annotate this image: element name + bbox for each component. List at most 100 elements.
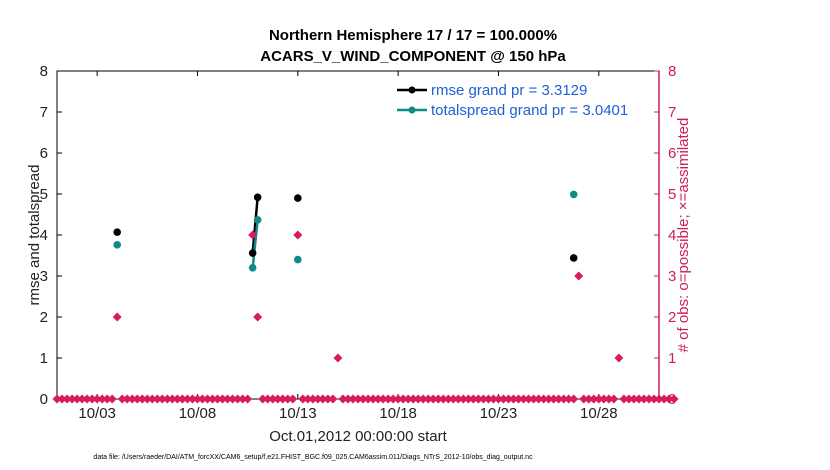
obs-count-marker (509, 394, 519, 404)
y-tick-label: 3 (40, 268, 48, 285)
obs-count-marker (609, 394, 619, 404)
obs-count-marker (659, 394, 669, 404)
obs-count-marker (187, 394, 197, 404)
obs-count-marker (644, 394, 654, 404)
obs-count-marker (258, 394, 268, 404)
obs-count-marker (152, 394, 162, 404)
obs-count-marker (283, 394, 293, 404)
x-axis-label: Oct.01,2012 00:00:00 start (269, 428, 447, 445)
obs-count-marker (398, 394, 408, 404)
obs-count-marker (549, 394, 559, 404)
obs-count-marker (539, 394, 549, 404)
obs-count-marker (654, 394, 664, 404)
y-tick-label: 2 (40, 309, 48, 326)
obs-count-marker (504, 394, 513, 404)
obs-count-marker (92, 394, 102, 404)
y-tick-label: 1 (40, 350, 48, 367)
obs-count-marker (293, 230, 303, 240)
obs-count-marker (428, 394, 438, 404)
obs-count-marker (107, 394, 117, 404)
obs-count-marker (233, 394, 243, 404)
legend-totalspread-marker (408, 106, 416, 114)
obs-count-marker (298, 394, 308, 404)
obs-count-marker (213, 394, 223, 404)
y-right-tick-label: 3 (668, 268, 676, 285)
obs-count-marker (127, 394, 137, 404)
obs-count-marker (529, 394, 539, 404)
obs-count-marker (519, 394, 529, 404)
obs-count-marker (117, 394, 127, 404)
obs-count-marker (142, 394, 152, 404)
obs-count-marker (268, 394, 278, 404)
obs-count-marker (278, 394, 288, 404)
rmse-point (113, 228, 121, 236)
legend-rmse-marker (408, 86, 416, 94)
totalspread-point (294, 255, 302, 264)
totalspread-line-segment (251, 219, 259, 268)
obs-count-marker (197, 394, 207, 404)
obs-count-marker (569, 394, 579, 404)
obs-count-marker (263, 394, 273, 404)
obs-count-marker (248, 230, 258, 240)
obs-count-marker (514, 394, 524, 404)
obs-count-marker (463, 394, 473, 404)
obs-count-marker (629, 394, 639, 404)
chart-subtitle: ACARS_V_WIND_COMPONENT @ 150 hPa (260, 48, 566, 65)
obs-count-marker (223, 394, 233, 404)
obs-count-marker (333, 353, 343, 363)
rmse-line-segment (251, 197, 259, 254)
obs-count-marker (524, 394, 534, 404)
obs-count-marker (57, 394, 67, 404)
obs-count-marker (303, 394, 313, 404)
obs-count-marker (559, 394, 569, 404)
y-tick-label: 8 (40, 63, 48, 80)
obs-count-marker (132, 394, 142, 404)
obs-count-marker (564, 394, 574, 404)
obs-count-marker (473, 394, 483, 404)
obs-count-marker (413, 394, 423, 404)
obs-count-marker (604, 394, 614, 404)
obs-count-marker (624, 394, 634, 404)
obs-count-marker (423, 394, 433, 404)
obs-count-marker (313, 394, 323, 404)
obs-count-marker (488, 394, 498, 404)
totalspread-point (253, 216, 262, 224)
legend-totalspread-label: totalspread grand pr = 3.0401 (431, 102, 628, 119)
obs-count-marker (102, 394, 112, 404)
obs-count-marker (353, 394, 363, 404)
obs-count-marker (87, 394, 97, 404)
x-tick-label: 10/23 (480, 405, 518, 422)
y-right-tick-label: 4 (668, 227, 676, 244)
y-right-tick-label: 8 (668, 63, 676, 80)
obs-count-marker (574, 271, 584, 281)
obs-count-marker (157, 394, 167, 404)
obs-count-marker (368, 394, 378, 404)
obs-count-marker (67, 394, 77, 404)
chart-title: Northern Hemisphere 17 / 17 = 100.000% (269, 27, 557, 44)
obs-count-marker (544, 394, 554, 404)
obs-count-marker (589, 394, 599, 404)
obs-count-marker (649, 394, 659, 404)
obs-count-marker (172, 394, 182, 404)
x-tick-label: 10/18 (379, 405, 417, 422)
obs-count-marker (318, 394, 328, 404)
obs-count-marker (403, 394, 413, 404)
y-tick-label: 5 (40, 186, 48, 203)
obs-count-marker (358, 394, 368, 404)
y-right-tick-label: 2 (668, 309, 676, 326)
obs-count-marker (208, 394, 218, 404)
obs-count-marker (162, 394, 172, 404)
obs-count-marker (112, 312, 122, 322)
obs-count-marker (579, 394, 589, 404)
obs-count-marker (308, 394, 318, 404)
totalspread-point (113, 241, 121, 249)
obs-count-marker (393, 394, 403, 404)
left-ticks: 0 1 2 3 4 5 6 7 8 (40, 63, 62, 408)
obs-count-marker (62, 394, 72, 404)
y-tick-label: 4 (40, 227, 48, 244)
obs-count-marker (584, 394, 594, 404)
obs-count-marker (498, 394, 508, 404)
series-markers (113, 190, 578, 272)
